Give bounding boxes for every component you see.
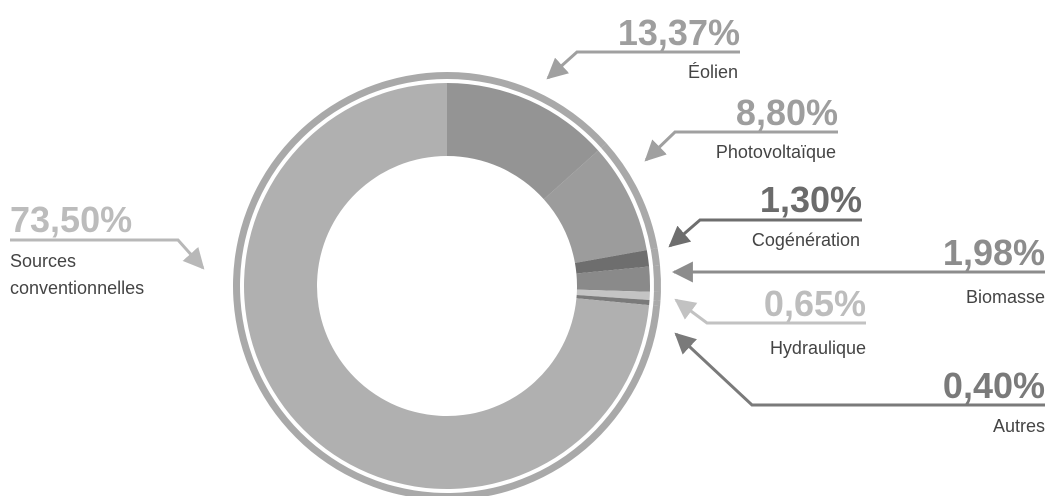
outer-ring-slice	[447, 72, 607, 148]
slice-4	[576, 289, 650, 301]
slice-1	[543, 150, 647, 264]
category-label: Biomasse	[966, 287, 1045, 307]
category-label: Sources	[10, 251, 76, 271]
value-label: 13,37%	[618, 12, 740, 53]
category-label: Éolien	[688, 62, 738, 82]
leader-arrow	[10, 238, 205, 270]
category-label: Photovoltaïque	[716, 142, 836, 162]
leader-arrow	[668, 218, 862, 248]
value-label: 0,65%	[764, 283, 866, 324]
category-label: conventionnelles	[10, 278, 144, 298]
slice-0	[447, 83, 599, 200]
outer-ring-slice	[653, 291, 661, 301]
category-label: Cogénération	[752, 230, 860, 250]
value-label: 0,40%	[943, 365, 1045, 406]
slice-5	[576, 294, 650, 306]
slice-2	[574, 250, 650, 274]
value-label: 1,98%	[943, 232, 1045, 273]
donut-annotations: 13,37% Éolien 8,80% Photovoltaïque 1,30% Cogé…	[10, 12, 1045, 436]
leader-arrow	[674, 332, 1045, 407]
category-label: Hydraulique	[770, 338, 866, 358]
leader-arrow	[674, 298, 866, 325]
value-label: 8,80%	[736, 92, 838, 133]
outer-ring-slice	[653, 265, 661, 293]
slice-6	[243, 83, 650, 489]
outer-ring-slice	[650, 248, 661, 267]
donut-slices	[233, 72, 661, 496]
value-label: 1,30%	[760, 179, 862, 220]
leader-arrow	[546, 50, 740, 80]
outer-ring-slice	[653, 300, 661, 307]
leader-arrow	[644, 130, 838, 162]
category-label: Autres	[993, 416, 1045, 436]
value-label: 73,50%	[10, 199, 132, 240]
outer-ring-slice	[601, 143, 658, 250]
slice-3	[576, 266, 650, 292]
